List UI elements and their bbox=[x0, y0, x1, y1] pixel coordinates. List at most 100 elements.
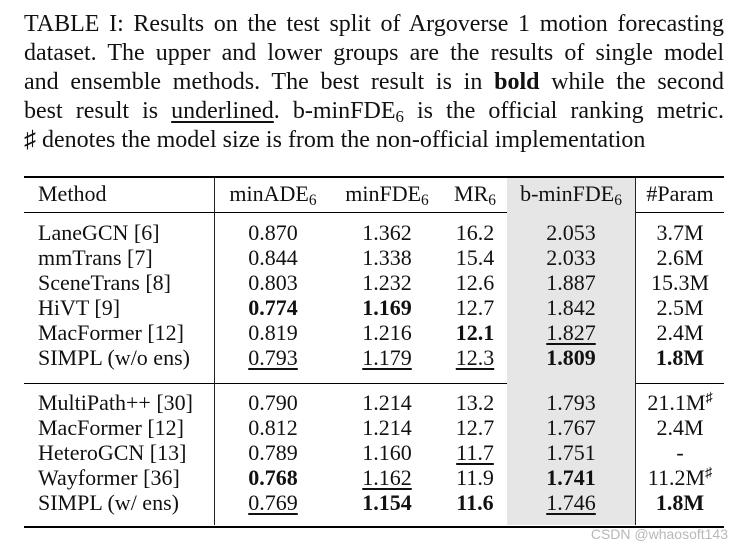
cell-mr: 16.2 bbox=[455, 220, 495, 245]
cell-bminfde: 1.887 bbox=[507, 270, 636, 295]
cell-method: SIMPL (w/ ens) bbox=[38, 490, 179, 515]
table-row: MacFormer [12] 0.819 1.216 12.1 1.827 2.4M bbox=[24, 320, 724, 345]
cell-method: Wayformer [36] bbox=[38, 465, 180, 490]
spacer-row bbox=[24, 210, 724, 220]
nonofficial-marker: ♯ bbox=[705, 465, 713, 482]
cell-bminfde: 1.741 bbox=[507, 465, 636, 490]
cell-minfde: 1.169 bbox=[362, 295, 412, 320]
caption-subscript: 6 bbox=[395, 107, 404, 127]
cell-method: MultiPath++ [30] bbox=[38, 390, 193, 415]
cell-param: 1.8M bbox=[635, 490, 724, 515]
table-body: LaneGCN [6] 0.870 1.362 16.2 2.053 3.7M mmTran… bbox=[24, 210, 724, 525]
cell-bminfde: 1.751 bbox=[507, 440, 636, 465]
cell-mr: 11.7 bbox=[456, 440, 494, 465]
caption-line-3: and ensemble methods. The best result is… bbox=[24, 68, 724, 97]
caption-text: . b-minFDE bbox=[273, 98, 396, 124]
cell-minade: 0.844 bbox=[214, 245, 331, 270]
header-minfde: minFDE6 bbox=[345, 181, 429, 209]
table-caption: TABLE I: Results on the test split of Ar… bbox=[24, 10, 724, 155]
cell-method: HeteroGCN [13] bbox=[38, 440, 187, 465]
header-method: Method bbox=[38, 181, 107, 206]
caption-text: while the second bbox=[539, 69, 724, 95]
caption-line-2: dataset. The upper and lower groups are … bbox=[24, 40, 724, 66]
cell-minfde: 1.154 bbox=[362, 490, 412, 515]
cell-method: HiVT [9] bbox=[38, 295, 121, 320]
cell-minade: 0.768 bbox=[214, 465, 331, 490]
cell-mr: 15.4 bbox=[455, 245, 495, 270]
cell-method: MacFormer [12] bbox=[38, 320, 185, 345]
caption-bold-word: bold bbox=[494, 69, 540, 95]
cell-bminfde: 1.767 bbox=[507, 415, 636, 440]
cell-mr: 12.6 bbox=[455, 270, 495, 295]
cell-minfde: 1.214 bbox=[362, 390, 412, 415]
cell-minade: 0.774 bbox=[214, 295, 331, 320]
spacer-row bbox=[24, 370, 724, 380]
cell-method: SIMPL (w/o ens) bbox=[38, 345, 190, 370]
cell-bminfde: 1.842 bbox=[507, 295, 636, 320]
cell-minfde: 1.162 bbox=[362, 465, 412, 490]
table-row: HiVT [9] 0.774 1.169 12.7 1.842 2.5M bbox=[24, 295, 724, 320]
cell-mr: 11.9 bbox=[456, 465, 494, 490]
cell-param: 3.7M bbox=[635, 220, 724, 245]
cell-bminfde: 2.033 bbox=[507, 245, 636, 270]
cell-mr: 13.2 bbox=[455, 390, 495, 415]
table-row: MacFormer [12] 0.812 1.214 12.7 1.767 2.4M bbox=[24, 415, 724, 440]
cell-method: SceneTrans [8] bbox=[38, 270, 171, 295]
watermark: CSDN @whaosoft143 bbox=[590, 526, 728, 542]
results-table: Method minADE6 minFDE6 MR6 b-minFDE6 #Pa… bbox=[24, 178, 724, 525]
cell-bminfde: 1.827 bbox=[507, 320, 636, 345]
table-row: LaneGCN [6] 0.870 1.362 16.2 2.053 3.7M bbox=[24, 220, 724, 245]
cell-mr: 12.7 bbox=[455, 295, 495, 320]
cell-bminfde: 2.053 bbox=[507, 220, 636, 245]
cell-minfde: 1.216 bbox=[362, 320, 412, 345]
header-bminfde: b-minFDE6 bbox=[507, 178, 636, 210]
cell-minade: 0.793 bbox=[214, 345, 331, 370]
cell-mr: 11.6 bbox=[456, 490, 494, 515]
cell-bminfde: 1.809 bbox=[507, 345, 636, 370]
cell-param: 11.2M♯ bbox=[635, 465, 724, 490]
caption-text: best result is bbox=[24, 98, 172, 124]
cell-method: mmTrans [7] bbox=[38, 245, 153, 270]
cell-param: 21.1M♯ bbox=[635, 390, 724, 415]
spacer-row bbox=[24, 380, 724, 390]
cell-bminfde: 1.793 bbox=[507, 390, 636, 415]
cell-minade: 0.803 bbox=[214, 270, 331, 295]
table-row: SceneTrans [8] 0.803 1.232 12.6 1.887 15.3M bbox=[24, 270, 724, 295]
group-rule bbox=[24, 383, 724, 384]
caption-line-5: ♯ denotes the model size is from the non… bbox=[24, 127, 646, 153]
caption-line-1: TABLE I: Results on the test split of Ar… bbox=[24, 11, 724, 37]
bottom-rule bbox=[24, 526, 724, 528]
caption-underlined-word: underlined bbox=[171, 98, 274, 124]
spacer-row bbox=[24, 515, 724, 525]
cell-minade: 0.819 bbox=[214, 320, 331, 345]
table-row: SIMPL (w/ ens) 0.769 1.154 11.6 1.746 1.8M bbox=[24, 490, 724, 515]
cell-minfde: 1.362 bbox=[362, 220, 412, 245]
header-param: #Param bbox=[635, 178, 724, 210]
cell-param: 2.5M bbox=[635, 295, 724, 320]
cell-minade: 0.769 bbox=[214, 490, 331, 515]
cell-mr: 12.1 bbox=[455, 320, 495, 345]
caption-text: is the official ranking metric. bbox=[403, 98, 724, 124]
cell-minfde: 1.160 bbox=[362, 440, 412, 465]
cell-minfde: 1.214 bbox=[362, 415, 412, 440]
cell-param: 2.4M bbox=[635, 320, 724, 345]
cell-mr: 12.7 bbox=[455, 415, 495, 440]
cell-param: 2.4M bbox=[635, 415, 724, 440]
caption-text: and ensemble methods. The best result is… bbox=[24, 69, 495, 95]
cell-minade: 0.870 bbox=[214, 220, 331, 245]
header-rule bbox=[24, 212, 724, 213]
table-row: MultiPath++ [30] 0.790 1.214 13.2 1.793 21.1M… bbox=[24, 390, 724, 415]
cell-minfde: 1.179 bbox=[362, 345, 412, 370]
table-row: HeteroGCN [13] 0.789 1.160 11.7 1.751- bbox=[24, 440, 724, 465]
cell-bminfde: 1.746 bbox=[507, 490, 636, 515]
header-minade: minADE6 bbox=[214, 178, 331, 210]
cell-minfde: 1.338 bbox=[362, 245, 412, 270]
table-row: Wayformer [36] 0.768 1.162 11.9 1.741 11.2M♯ bbox=[24, 465, 724, 490]
top-rule bbox=[24, 176, 724, 178]
header-mr: MR6 bbox=[454, 181, 496, 209]
header-row: Method minADE6 minFDE6 MR6 b-minFDE6 #Pa… bbox=[24, 178, 724, 210]
cell-param: 1.8M bbox=[635, 345, 724, 370]
cell-method: LaneGCN [6] bbox=[38, 220, 160, 245]
cell-minfde: 1.232 bbox=[362, 270, 412, 295]
cell-mr: 12.3 bbox=[455, 345, 495, 370]
